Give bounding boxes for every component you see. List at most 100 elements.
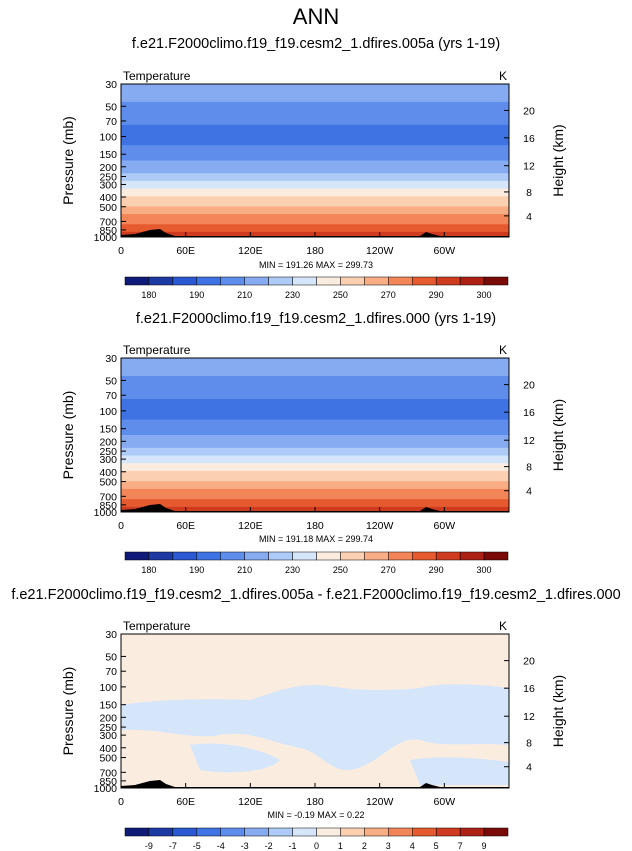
temperature-band [121, 470, 509, 475]
temperature-band [121, 89, 509, 93]
temperature-band [121, 219, 509, 223]
y-tick-label: 850 [99, 225, 117, 237]
y-axis-title: Pressure (mb) [60, 667, 76, 756]
y-tick-label: 850 [99, 500, 117, 512]
y-tick-label: 250 [99, 722, 117, 734]
temperature-band [121, 386, 509, 390]
temperature-band [121, 388, 509, 392]
temperature-band [121, 468, 509, 472]
temperature-band [121, 391, 509, 395]
colorbar-swatch [172, 827, 198, 837]
colorbar-swatch [196, 276, 221, 286]
temperature-band [121, 406, 509, 410]
colorbar-label: 180 [141, 290, 156, 300]
temperature-band [121, 96, 509, 100]
y-tick-label: 400 [99, 467, 117, 479]
colorbar-swatch [412, 827, 437, 837]
panel-1-title: f.e21.F2000climo.f19_f19.cesm2_1.dfires.… [131, 36, 501, 52]
temperature-band [121, 399, 509, 403]
temperature-band [121, 488, 509, 493]
colorbar-swatch [459, 276, 485, 286]
y2-axis-title: Height (km) [550, 124, 566, 196]
colorbar-label: 300 [477, 290, 492, 300]
y2-tick-label: 8 [526, 738, 532, 750]
x-tick-label: 60E [176, 245, 195, 257]
temperature-band [121, 180, 509, 185]
x-tick-label: 120W [366, 245, 394, 257]
temperature-band [121, 460, 509, 464]
colorbar-label: 0 [314, 841, 319, 851]
colorbar-swatch [148, 827, 174, 837]
plot-area [121, 634, 509, 788]
x-tick-label: 60W [434, 245, 456, 257]
colorbar-swatch [244, 551, 269, 561]
colorbar-label: 230 [285, 565, 300, 575]
temperature-band [121, 447, 509, 451]
y2-tick-label: 4 [526, 211, 532, 223]
y-tick-label: 70 [105, 116, 117, 128]
temperature-band [121, 370, 509, 374]
colorbar-label: -2 [265, 841, 273, 851]
temperature-band [121, 135, 509, 139]
colorbar-label: -9 [145, 841, 153, 851]
temperature-band [121, 478, 509, 482]
temperature-band [121, 178, 509, 182]
temperature-band [121, 424, 509, 428]
y-tick-label: 30 [105, 353, 117, 365]
panel-2-title: f.e21.F2000climo.f19_f19.cesm2_1.dfires.… [135, 311, 497, 327]
temperature-band [121, 368, 509, 372]
colorbar-swatch [435, 827, 461, 837]
units-label: K [499, 343, 507, 357]
y-tick-label: 300 [99, 179, 117, 191]
temperature-band [121, 109, 509, 113]
min-max-stats: MIN = 191.26 MAX = 299.73 [259, 260, 373, 270]
temperature-band [121, 191, 509, 195]
x-tick-label: 120E [238, 796, 263, 808]
y2-tick-label: 8 [526, 187, 532, 199]
temperature-band [121, 86, 509, 90]
temperature-band [121, 175, 509, 179]
temperature-band [121, 201, 509, 205]
x-tick-label: 120W [366, 796, 394, 808]
units-label: K [499, 69, 507, 83]
temperature-band [121, 173, 509, 177]
colorbar-label: -5 [193, 841, 201, 851]
y2-axis-title: Height (km) [550, 399, 566, 471]
y-tick-label: 30 [105, 79, 117, 91]
x-tick-label: 0 [118, 520, 124, 532]
temperature-band [121, 437, 509, 441]
colorbar-swatch [268, 276, 293, 286]
colorbar-label: 3 [386, 841, 391, 851]
colorbar-swatch [340, 827, 365, 837]
y2-axis-title: Height (km) [550, 675, 566, 747]
temperature-band [121, 422, 509, 426]
y-tick-label: 100 [99, 682, 117, 694]
temperature-band [121, 206, 509, 210]
y-tick-label: 700 [99, 216, 117, 228]
y2-tick-label: 12 [523, 435, 535, 447]
colorbar-label: 7 [458, 841, 463, 851]
temperature-band [121, 496, 509, 500]
colorbar-swatch [124, 276, 150, 286]
negative-region [121, 684, 509, 771]
colorbar-label: 290 [429, 290, 444, 300]
plot-area [121, 358, 509, 512]
colorbar-swatch [435, 276, 461, 286]
temperature-band [121, 150, 509, 154]
temperature-band [121, 84, 509, 88]
temperature-band [121, 432, 509, 436]
colorbar-label: 190 [189, 565, 204, 575]
temperature-band [121, 124, 509, 128]
y-tick-label: 70 [105, 390, 117, 402]
colorbar-swatch [268, 551, 293, 561]
x-tick-label: 120E [238, 245, 263, 257]
y-tick-label: 1000 [94, 783, 118, 795]
temperature-band [121, 183, 509, 187]
temperature-band [121, 414, 509, 418]
temperature-band [121, 163, 509, 167]
colorbar-label: 210 [237, 290, 252, 300]
temperature-band [121, 481, 509, 485]
y-tick-label: 500 [99, 202, 117, 214]
x-tick-label: 60E [176, 796, 195, 808]
surface-topography [121, 229, 509, 237]
